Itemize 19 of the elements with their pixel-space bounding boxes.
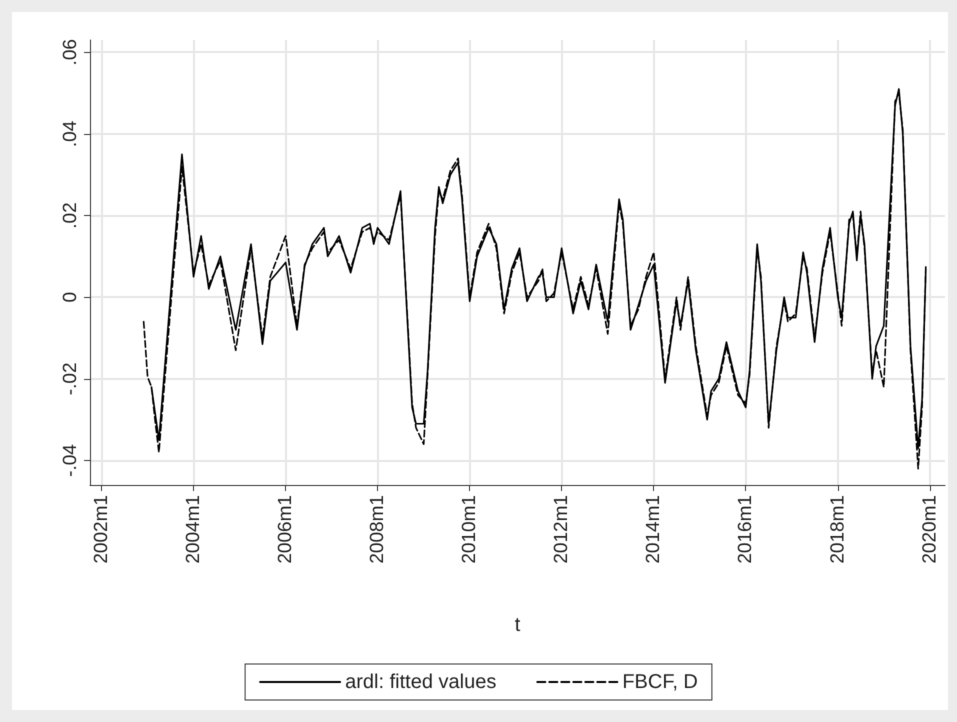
y-tick-label: 0	[60, 292, 81, 302]
x-tick-label: 2004m1	[183, 495, 204, 564]
x-tick-label: 2014m1	[643, 495, 664, 564]
x-axis-title: t	[514, 614, 521, 636]
y-tick-label: .02	[60, 202, 81, 229]
x-tick-label: 2006m1	[275, 495, 296, 564]
x-tick-label: 2018m1	[827, 495, 848, 564]
x-tick-label: 2012m1	[551, 495, 572, 564]
y-tick-label: -.02	[60, 362, 81, 396]
x-tick-label: 2002m1	[91, 495, 112, 564]
legend-label: FBCF, D	[622, 671, 698, 693]
y-tick-label: .04	[60, 120, 81, 148]
y-tick-label: -.04	[60, 444, 81, 477]
x-tick-label: 2008m1	[367, 495, 388, 564]
legend-label: ardl: fitted values	[345, 671, 496, 693]
x-tick-label: 2020m1	[919, 495, 940, 564]
y-tick-label: .06	[60, 39, 81, 66]
x-tick-label: 2010m1	[459, 495, 480, 564]
x-tick-label: 2016m1	[735, 495, 756, 564]
